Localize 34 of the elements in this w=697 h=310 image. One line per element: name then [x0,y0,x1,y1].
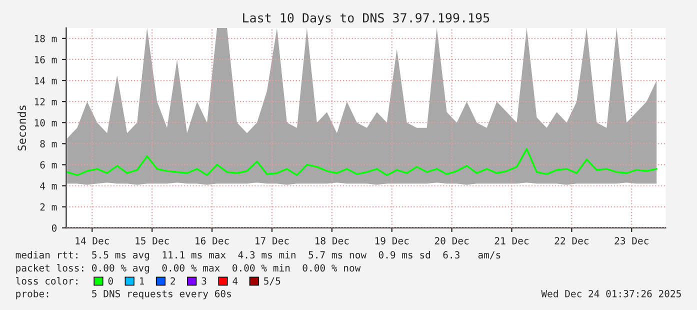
x-tick-label: 22 Dec [554,237,588,244]
legend-title: loss color: [16,277,78,285]
x-tick-label: 17 Dec [256,237,289,244]
legend-label: 1 [140,277,144,284]
y-tick-label: 8 m [40,140,57,148]
y-tick-label: 6 m [40,161,57,169]
x-tick-label: 20 Dec [434,237,469,244]
legend-label: 2 [170,277,175,284]
text: median rtt: 5.5 ms avg 11.1 ms max 4.3 ms min 5.7 ms now 0.9 ms sd 6.3 am/s [16,251,500,260]
y-tick-label: 12 m [34,98,57,106]
x-tick-label: 23 Dec [614,237,648,244]
y-axis-title: Seconds [17,106,26,151]
y-tick-label: 10 m [34,119,57,126]
x-tick-label: 21 Dec [494,237,528,244]
x-tick-label: 19 Dec [375,237,409,244]
text: probe: 5 DNS requests every 60s [16,290,231,300]
y-tick-label: 18 m [34,34,57,42]
legend-label: 3 [202,277,206,285]
x-tick-label: 16 Dec [196,237,229,244]
chart-title: Last 10 Days to DNS 37.97.199.195 [243,13,490,25]
line-series [66,148,658,176]
x-tick-label: 15 Dec [136,237,169,244]
text: packet loss: 0.00 % avg 0.00 % max 0.00 % min 0.00 % now [16,264,361,274]
y-tick-label: 2 m [40,203,57,211]
x-tick-label: 14 Dec [76,237,109,244]
x-tick-label: 18 Dec [316,237,349,244]
y-tick-label: 0 [52,224,57,232]
text: Wed Dec 24 01:37:26 2025 [541,290,681,298]
legend-label: 5/5 [264,277,280,286]
y-tick-label: 16 m [34,56,57,64]
legend-label: 0 [108,277,113,285]
y-tick-label: 14 m [34,77,57,84]
legend-label: 4 [232,277,238,284]
y-tick-label: 4 m [40,182,57,190]
